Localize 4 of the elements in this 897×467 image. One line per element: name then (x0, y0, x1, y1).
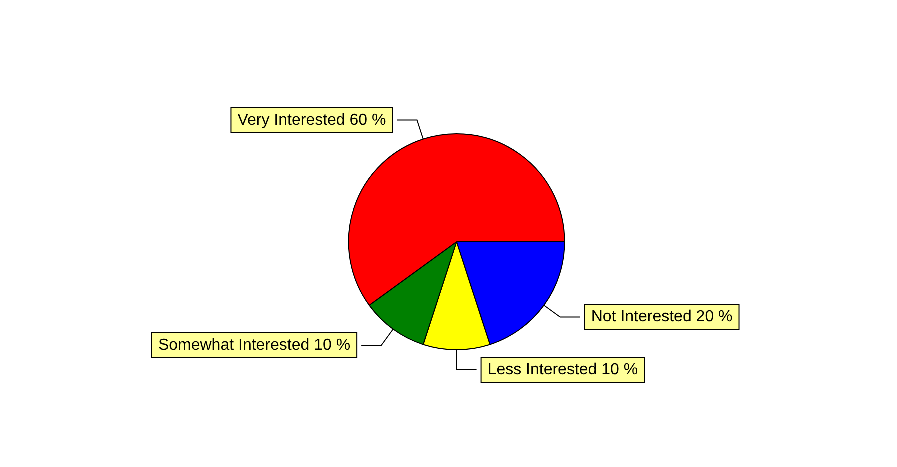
slice-label: Not Interested 20 % (591, 308, 733, 326)
slice-label: Somewhat Interested 10 % (158, 337, 351, 354)
slice-label: Very Interested 60 % (238, 112, 386, 129)
slice-label: Less Interested 10 % (488, 362, 638, 378)
